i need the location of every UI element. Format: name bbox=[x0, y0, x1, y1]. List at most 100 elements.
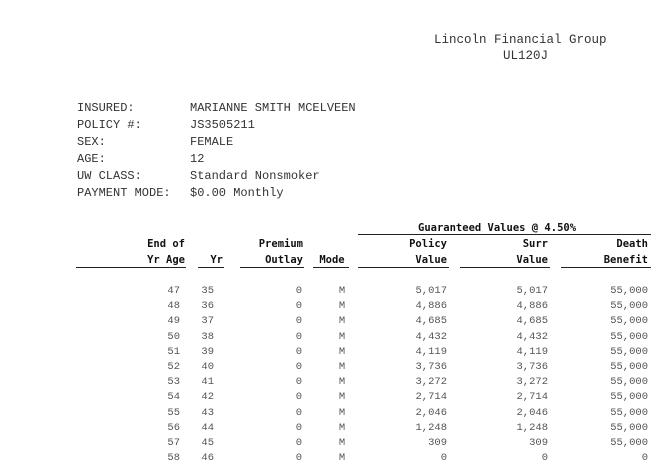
rule-col-mode bbox=[313, 267, 349, 268]
cell-yr: 35 bbox=[201, 285, 214, 297]
cell-outlay: 0 bbox=[295, 437, 302, 449]
cell-mode: M bbox=[338, 300, 346, 313]
cell-mode: M bbox=[338, 437, 346, 449]
cell-mode: M bbox=[338, 452, 346, 464]
company-name: Lincoln Financial Group bbox=[434, 33, 607, 47]
cell-yr: 41 bbox=[201, 376, 214, 389]
col-header-yr: Yr bbox=[210, 254, 223, 266]
cell-mode: M bbox=[338, 330, 346, 343]
cell-yr: 44 bbox=[201, 421, 214, 434]
cell-mode: M bbox=[338, 421, 346, 434]
cell-age: 53 bbox=[167, 376, 180, 389]
cell-policy-value: 4,685 bbox=[415, 315, 447, 328]
cell-yr: 45 bbox=[201, 437, 214, 449]
cell-yr: 36 bbox=[201, 300, 214, 313]
insured-label: INSURED: bbox=[77, 101, 135, 115]
cell-policy-value: 4,119 bbox=[415, 345, 447, 358]
cell-age: 50 bbox=[167, 330, 180, 343]
cell-policy-value: 3,272 bbox=[415, 376, 447, 389]
cell-surr-value: 2,714 bbox=[516, 391, 548, 404]
payment-mode-label: PAYMENT MODE: bbox=[77, 186, 171, 200]
cell-mode: M bbox=[338, 345, 346, 358]
col-header-death: Death bbox=[616, 238, 648, 250]
cell-age: 58 bbox=[167, 452, 180, 464]
cell-mode: M bbox=[338, 391, 346, 404]
cell-death-benefit: 55,000 bbox=[610, 285, 648, 297]
cell-surr-value: 1,248 bbox=[516, 421, 548, 434]
sex-label: SEX: bbox=[77, 135, 106, 149]
cell-age: 56 bbox=[167, 421, 180, 434]
cell-surr-value: 5,017 bbox=[516, 285, 548, 297]
cell-outlay: 0 bbox=[295, 391, 302, 404]
cell-surr-value: 0 bbox=[541, 452, 548, 464]
cell-policy-value: 5,017 bbox=[415, 285, 447, 297]
rule-col-age bbox=[76, 267, 186, 268]
cell-mode: M bbox=[338, 361, 346, 373]
insured-value: MARIANNE SMITH MCELVEEN bbox=[190, 101, 356, 115]
cell-age: 48 bbox=[167, 300, 180, 313]
uw-class-value: Standard Nonsmoker bbox=[190, 169, 320, 183]
col-header-outlay: Outlay bbox=[265, 254, 303, 266]
product-code: UL120J bbox=[503, 49, 549, 63]
payment-mode-value: $0.00 Monthly bbox=[190, 186, 284, 200]
uw-class-label: UW CLASS: bbox=[77, 169, 142, 183]
rule-col-death-benefit bbox=[561, 267, 651, 268]
cell-age: 54 bbox=[167, 391, 180, 404]
cell-mode: M bbox=[338, 285, 346, 297]
cell-policy-value: 3,736 bbox=[415, 361, 447, 373]
cell-policy-value: 2,046 bbox=[415, 406, 447, 419]
col-header-death-benefit: Benefit bbox=[603, 254, 648, 266]
cell-policy-value: 4,886 bbox=[415, 300, 447, 313]
cell-policy-value: 0 bbox=[440, 452, 447, 464]
cell-policy-value: 309 bbox=[428, 437, 447, 449]
col-header-surr: Surr bbox=[522, 238, 548, 250]
cell-death-benefit: 55,000 bbox=[610, 406, 648, 419]
cell-yr: 39 bbox=[201, 345, 214, 358]
cell-surr-value: 4,119 bbox=[516, 345, 548, 358]
cell-outlay: 0 bbox=[295, 315, 302, 328]
group-header-rule bbox=[358, 234, 651, 235]
guaranteed-values-header: Guaranteed Values @ 4.50% bbox=[418, 222, 577, 234]
cell-outlay: 0 bbox=[295, 300, 302, 313]
cell-yr: 43 bbox=[201, 406, 214, 419]
cell-surr-value: 309 bbox=[529, 437, 548, 449]
cell-mode: M bbox=[338, 376, 346, 389]
cell-death-benefit: 55,000 bbox=[610, 315, 648, 328]
cell-death-benefit: 55,000 bbox=[610, 300, 648, 313]
cell-age: 57 bbox=[167, 437, 180, 449]
cell-outlay: 0 bbox=[295, 361, 302, 373]
cell-policy-value: 4,432 bbox=[415, 330, 447, 343]
col-header-surr-value: Value bbox=[516, 254, 548, 266]
cell-outlay: 0 bbox=[295, 345, 302, 358]
cell-death-benefit: 55,000 bbox=[610, 361, 648, 373]
policy-label: POLICY #: bbox=[77, 118, 142, 132]
rule-col-outlay bbox=[240, 267, 304, 268]
cell-outlay: 0 bbox=[295, 285, 302, 297]
cell-surr-value: 4,432 bbox=[516, 330, 548, 343]
policy-value: JS3505211 bbox=[190, 118, 255, 132]
col-header-end-of: End of bbox=[147, 238, 185, 250]
age-value: 12 bbox=[190, 152, 205, 166]
cell-outlay: 0 bbox=[295, 406, 302, 419]
cell-surr-value: 3,736 bbox=[516, 361, 548, 373]
cell-age: 49 bbox=[167, 315, 180, 328]
cell-outlay: 0 bbox=[295, 376, 302, 389]
cell-death-benefit: 55,000 bbox=[610, 345, 648, 358]
cell-age: 55 bbox=[167, 406, 180, 419]
col-header-policy-value: Value bbox=[415, 254, 447, 266]
cell-outlay: 0 bbox=[295, 421, 302, 434]
cell-death-benefit: 0 bbox=[641, 452, 648, 464]
age-label: AGE: bbox=[77, 152, 106, 166]
cell-yr: 46 bbox=[201, 452, 214, 464]
rule-col-policy-value bbox=[358, 267, 449, 268]
cell-death-benefit: 55,000 bbox=[610, 376, 648, 389]
col-header-mode: Mode bbox=[319, 254, 345, 266]
cell-policy-value: 1,248 bbox=[415, 421, 447, 434]
rule-col-surr-value bbox=[460, 267, 550, 268]
cell-surr-value: 2,046 bbox=[516, 406, 548, 419]
cell-death-benefit: 55,000 bbox=[610, 391, 648, 404]
cell-death-benefit: 55,000 bbox=[610, 330, 648, 343]
cell-mode: M bbox=[338, 406, 346, 419]
col-header-policy: Policy bbox=[409, 238, 447, 250]
cell-yr: 38 bbox=[201, 330, 214, 343]
